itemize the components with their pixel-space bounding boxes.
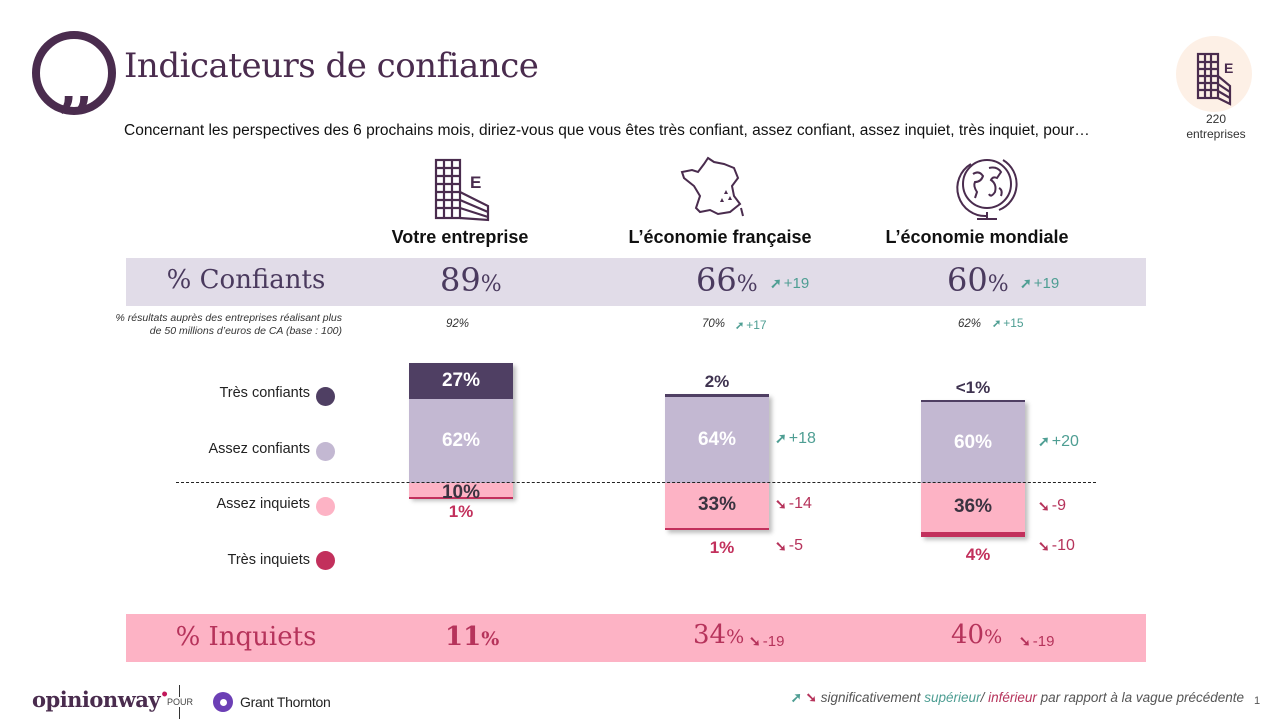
bar-delta-assez-confiants: ➚ +20 (1038, 432, 1079, 450)
bar-l-economie-mondiale (921, 400, 1025, 538)
bar-segment-tres-inquiets (665, 527, 769, 530)
quote-icon: ,, (32, 31, 116, 115)
sample-count: 220 entreprises (1176, 112, 1256, 142)
arrow-down-icon: ➘ (805, 690, 817, 705)
sub-base-note: % résultats auprès des entreprises réali… (115, 312, 342, 337)
legend-label: Assez confiants (208, 441, 310, 457)
inquiets-label: % Inquiets (175, 622, 317, 652)
bar-segment-assez-inquiets (921, 483, 1025, 532)
arrow-up-icon: ➚ (770, 275, 782, 291)
bar-l-economie-francaise (665, 394, 769, 530)
legend-label: Très inquiets (227, 552, 310, 568)
france-map-icon (680, 156, 744, 217)
legend-dot-assez-inquiets (316, 497, 335, 516)
bar-label-assez-confiants: 62% (441, 430, 481, 452)
arrow-up-icon: ➚ (1020, 275, 1032, 291)
bar-label-tres-inquiets: 4% (965, 545, 991, 564)
bar-delta-tres-inquiets: ➘ -5 (775, 537, 803, 554)
inquiets-value: 40% (951, 620, 1003, 650)
sub-base-delta: ➚ +17 (735, 318, 767, 332)
legend-dot-tres-inquiets (316, 551, 335, 570)
column-title: Votre entreprise (391, 227, 529, 247)
svg-text:E: E (1224, 60, 1233, 76)
page-number: 1 (1254, 695, 1261, 707)
confiants-value: 89% (440, 261, 502, 299)
legend-dot-assez-confiants (316, 442, 335, 461)
sample-number: 220 (1205, 112, 1227, 126)
bar-segment-assez-inquiets (409, 483, 513, 497)
inquiets-delta: ➘ -19 (749, 633, 785, 650)
building-icon: E (434, 158, 490, 222)
bar-segment-tres-inquiets (921, 531, 1025, 537)
bar-segment-assez-confiants (665, 396, 769, 483)
bar-votre-entreprise (409, 363, 513, 499)
arrow-up-icon: ➚ (775, 430, 787, 447)
grant-thornton-logo: Grant Thornton (240, 694, 331, 710)
inquiets-delta: ➘ -19 (1019, 633, 1055, 650)
legend-label: Assez inquiets (216, 496, 311, 512)
arrow-up-icon: ➚ (1038, 433, 1050, 449)
sample-badge: E (1176, 36, 1252, 112)
legend-dot-tres-confiants (316, 387, 335, 406)
confiants-delta: ➚ +19 (1020, 275, 1060, 292)
bar-segment-tres-confiants (921, 399, 1025, 402)
confiants-value: 66% (696, 261, 758, 299)
bar-label-assez-confiants: 64% (697, 428, 737, 450)
arrow-down-icon: ➘ (775, 495, 787, 512)
arrow-down-icon: ➘ (775, 537, 787, 554)
confiants-band (126, 258, 1146, 306)
inquiets-band (126, 614, 1146, 662)
sub-base-value: 62% (958, 318, 982, 330)
column-title: L’économie mondiale (885, 227, 1069, 247)
divider-line (176, 482, 1096, 483)
page-title: Indicateurs de confiance (124, 46, 539, 86)
question-text: Concernant les perspectives des 6 procha… (124, 122, 1090, 139)
confiants-delta: ➚ +19 (770, 275, 810, 292)
svg-text:E: E (470, 173, 481, 192)
arrow-up-icon: ➚ (790, 690, 802, 705)
bar-label-tres-inquiets: 1% (448, 501, 474, 521)
legend-label: Très confiants (219, 385, 310, 401)
bar-delta-assez-inquiets: ➘ -14 (775, 495, 812, 513)
arrow-up-icon: ➚ (735, 319, 745, 332)
column-title: L’économie française (628, 227, 812, 247)
arrow-down-icon: ➘ (749, 633, 761, 649)
arrow-down-icon: ➘ (1019, 633, 1031, 649)
inquiets-value: 11% (445, 622, 500, 652)
bar-label-tres-confiants: 2% (704, 371, 730, 391)
bar-segment-assez-inquiets (665, 483, 769, 528)
opinionway-logo: opinionway• (32, 687, 169, 712)
arrow-up-icon: ➚ (992, 317, 1002, 330)
bar-label-tres-confiants: 27% (441, 370, 481, 392)
bar-label-assez-inquiets: 36% (953, 496, 993, 518)
bar-segment-tres-inquiets (409, 496, 513, 499)
bar-segment-assez-confiants (921, 402, 1025, 483)
grant-thornton-icon (213, 692, 233, 712)
footer-pour: POUR (165, 697, 196, 707)
bar-segment-tres-confiants (409, 362, 513, 400)
sub-base-delta: ➚ +15 (992, 316, 1024, 330)
bar-delta-assez-inquiets: ➘ -9 (1038, 497, 1066, 515)
confiants-label: % Confiants (166, 265, 326, 295)
inquiets-value: 34% (693, 620, 745, 650)
bar-delta-tres-inquiets: ➘ -10 (1038, 537, 1075, 554)
bar-label-assez-inquiets: 33% (697, 494, 737, 516)
sample-unit: entreprises (1186, 127, 1246, 141)
arrow-down-icon: ➘ (1038, 537, 1050, 554)
confiants-value: 60% (947, 261, 1009, 299)
globe-icon (956, 159, 1018, 220)
bar-delta-assez-confiants: ➚ +18 (775, 429, 816, 447)
arrow-down-icon: ➘ (1038, 497, 1050, 514)
building-icon: E (1196, 52, 1233, 106)
bar-segment-tres-confiants (665, 393, 769, 397)
footnote: ➚ ➘ significativement supérieur/ inférie… (790, 690, 1244, 705)
sub-base-value: 92% (446, 318, 470, 330)
bar-label-tres-confiants: <1% (955, 377, 991, 397)
bar-label-assez-confiants: 60% (953, 431, 993, 453)
bar-label-assez-inquiets: 10% (441, 482, 481, 503)
sub-base-value: 70% (702, 318, 726, 330)
bar-label-tres-inquiets: 1% (709, 537, 735, 557)
bar-segment-assez-confiants (409, 399, 513, 483)
